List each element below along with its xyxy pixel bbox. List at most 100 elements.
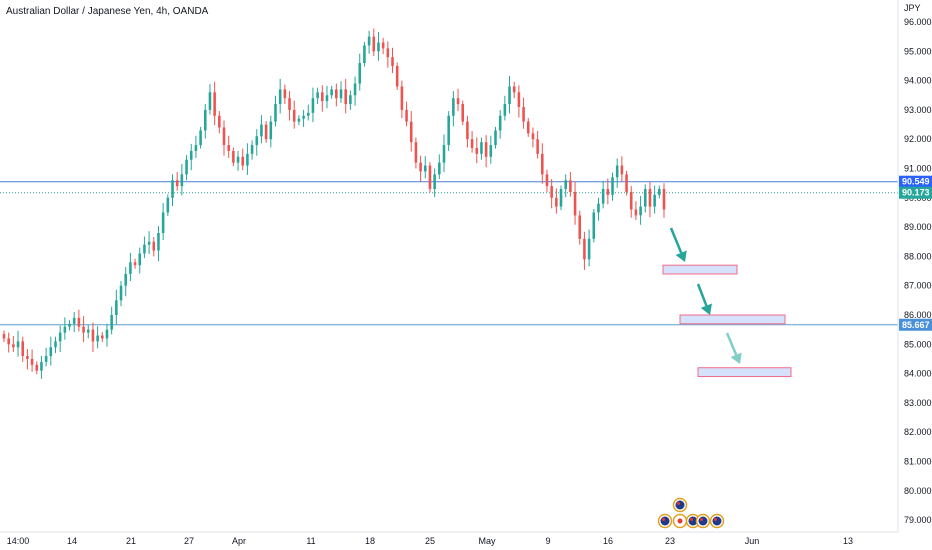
candle (480, 137, 483, 160)
candle (653, 185, 656, 214)
price-lines-layer (0, 181, 898, 326)
candle (213, 81, 216, 126)
candle (550, 179, 553, 209)
candle (643, 184, 647, 213)
candle (442, 134, 446, 173)
candle (569, 172, 572, 197)
au-flag-icon[interactable] (657, 513, 673, 529)
candle (232, 147, 235, 167)
x-tick-label: 25 (425, 536, 435, 546)
candle (625, 170, 628, 196)
candle (615, 158, 619, 188)
au-flag-icon[interactable] (709, 513, 725, 529)
candle (517, 85, 521, 118)
y-tick-label: 93.000 (904, 105, 932, 115)
price-badge: 90.549 (899, 175, 932, 188)
candle (218, 111, 221, 134)
candle (330, 85, 333, 99)
candle (494, 126, 497, 149)
y-tick-label: 86.000 (904, 310, 932, 320)
y-tick-label: 91.000 (904, 164, 932, 174)
svg-text:85.667: 85.667 (902, 320, 930, 330)
candle (241, 148, 245, 171)
candle (222, 120, 226, 156)
target-zone[interactable] (662, 264, 738, 275)
down-arrow-1[interactable] (669, 227, 687, 262)
currency-label: JPY (904, 3, 921, 13)
y-tick-label: 79.000 (904, 515, 932, 525)
candle (203, 104, 207, 139)
candle (531, 127, 535, 148)
down-arrow-2[interactable] (696, 283, 712, 315)
candle (377, 31, 380, 61)
candle (662, 183, 666, 218)
candle (536, 130, 539, 159)
candle (138, 247, 142, 274)
candle (35, 361, 39, 375)
candle (292, 100, 296, 129)
svg-text:90.173: 90.173 (902, 188, 930, 198)
candle (227, 135, 230, 158)
candle (208, 84, 212, 115)
time-axis[interactable]: 14:00 14 21 27 Apr 11 18 25 May 9 16 23 Jun 13 (0, 531, 898, 546)
candle (629, 186, 633, 218)
candle (592, 208, 596, 243)
candle (44, 347, 48, 367)
y-tick-label: 95.000 (904, 46, 932, 56)
y-tick-label: 84.000 (904, 369, 932, 379)
au-flag-icon[interactable] (685, 513, 701, 529)
price-axis[interactable]: JPY 96.000 95.000 94.000 93.000 92.000 91.000… (897, 0, 932, 532)
candle (30, 349, 34, 372)
candle (363, 41, 366, 67)
x-tick-label: 23 (665, 536, 675, 546)
candle (288, 91, 291, 121)
au-flag-icon[interactable] (695, 513, 711, 529)
candle (405, 101, 408, 127)
candle (428, 162, 432, 193)
x-tick-label: 14 (67, 536, 77, 546)
candle (559, 185, 563, 211)
candle (386, 41, 390, 68)
candle (484, 135, 488, 168)
target-zone[interactable] (697, 367, 792, 378)
y-tick-label: 81.000 (904, 457, 932, 467)
au-flag-icon[interactable] (672, 497, 688, 513)
arrows-layer (669, 227, 742, 364)
candle (269, 115, 273, 148)
candle (461, 100, 465, 126)
candle (395, 62, 399, 90)
candle (601, 180, 605, 209)
candle (349, 90, 352, 110)
candle (110, 306, 113, 335)
jp-flag-icon[interactable] (672, 513, 688, 529)
candle (414, 137, 418, 169)
candle (152, 237, 156, 257)
target-zones-layer (662, 264, 792, 378)
y-tick-label: 96.000 (904, 17, 932, 27)
candle (175, 172, 179, 191)
candle (583, 231, 586, 270)
candle (438, 154, 441, 180)
candle (433, 168, 436, 198)
candle (466, 115, 469, 148)
down-arrow-3[interactable] (725, 332, 742, 364)
economic-events[interactable] (657, 497, 725, 529)
candle (419, 155, 422, 182)
candle (503, 95, 507, 121)
candle (185, 155, 188, 181)
candle (367, 30, 371, 54)
candle (578, 210, 582, 245)
candle (12, 336, 15, 352)
candle (133, 258, 137, 269)
candle (166, 194, 170, 216)
target-zone[interactable] (679, 314, 786, 325)
candle (101, 331, 104, 342)
candle (452, 91, 455, 127)
x-tick-label: 9 (545, 536, 550, 546)
candle (82, 316, 85, 342)
candle (171, 174, 174, 207)
candle (189, 143, 193, 171)
candle (597, 197, 600, 221)
candle (526, 118, 530, 137)
